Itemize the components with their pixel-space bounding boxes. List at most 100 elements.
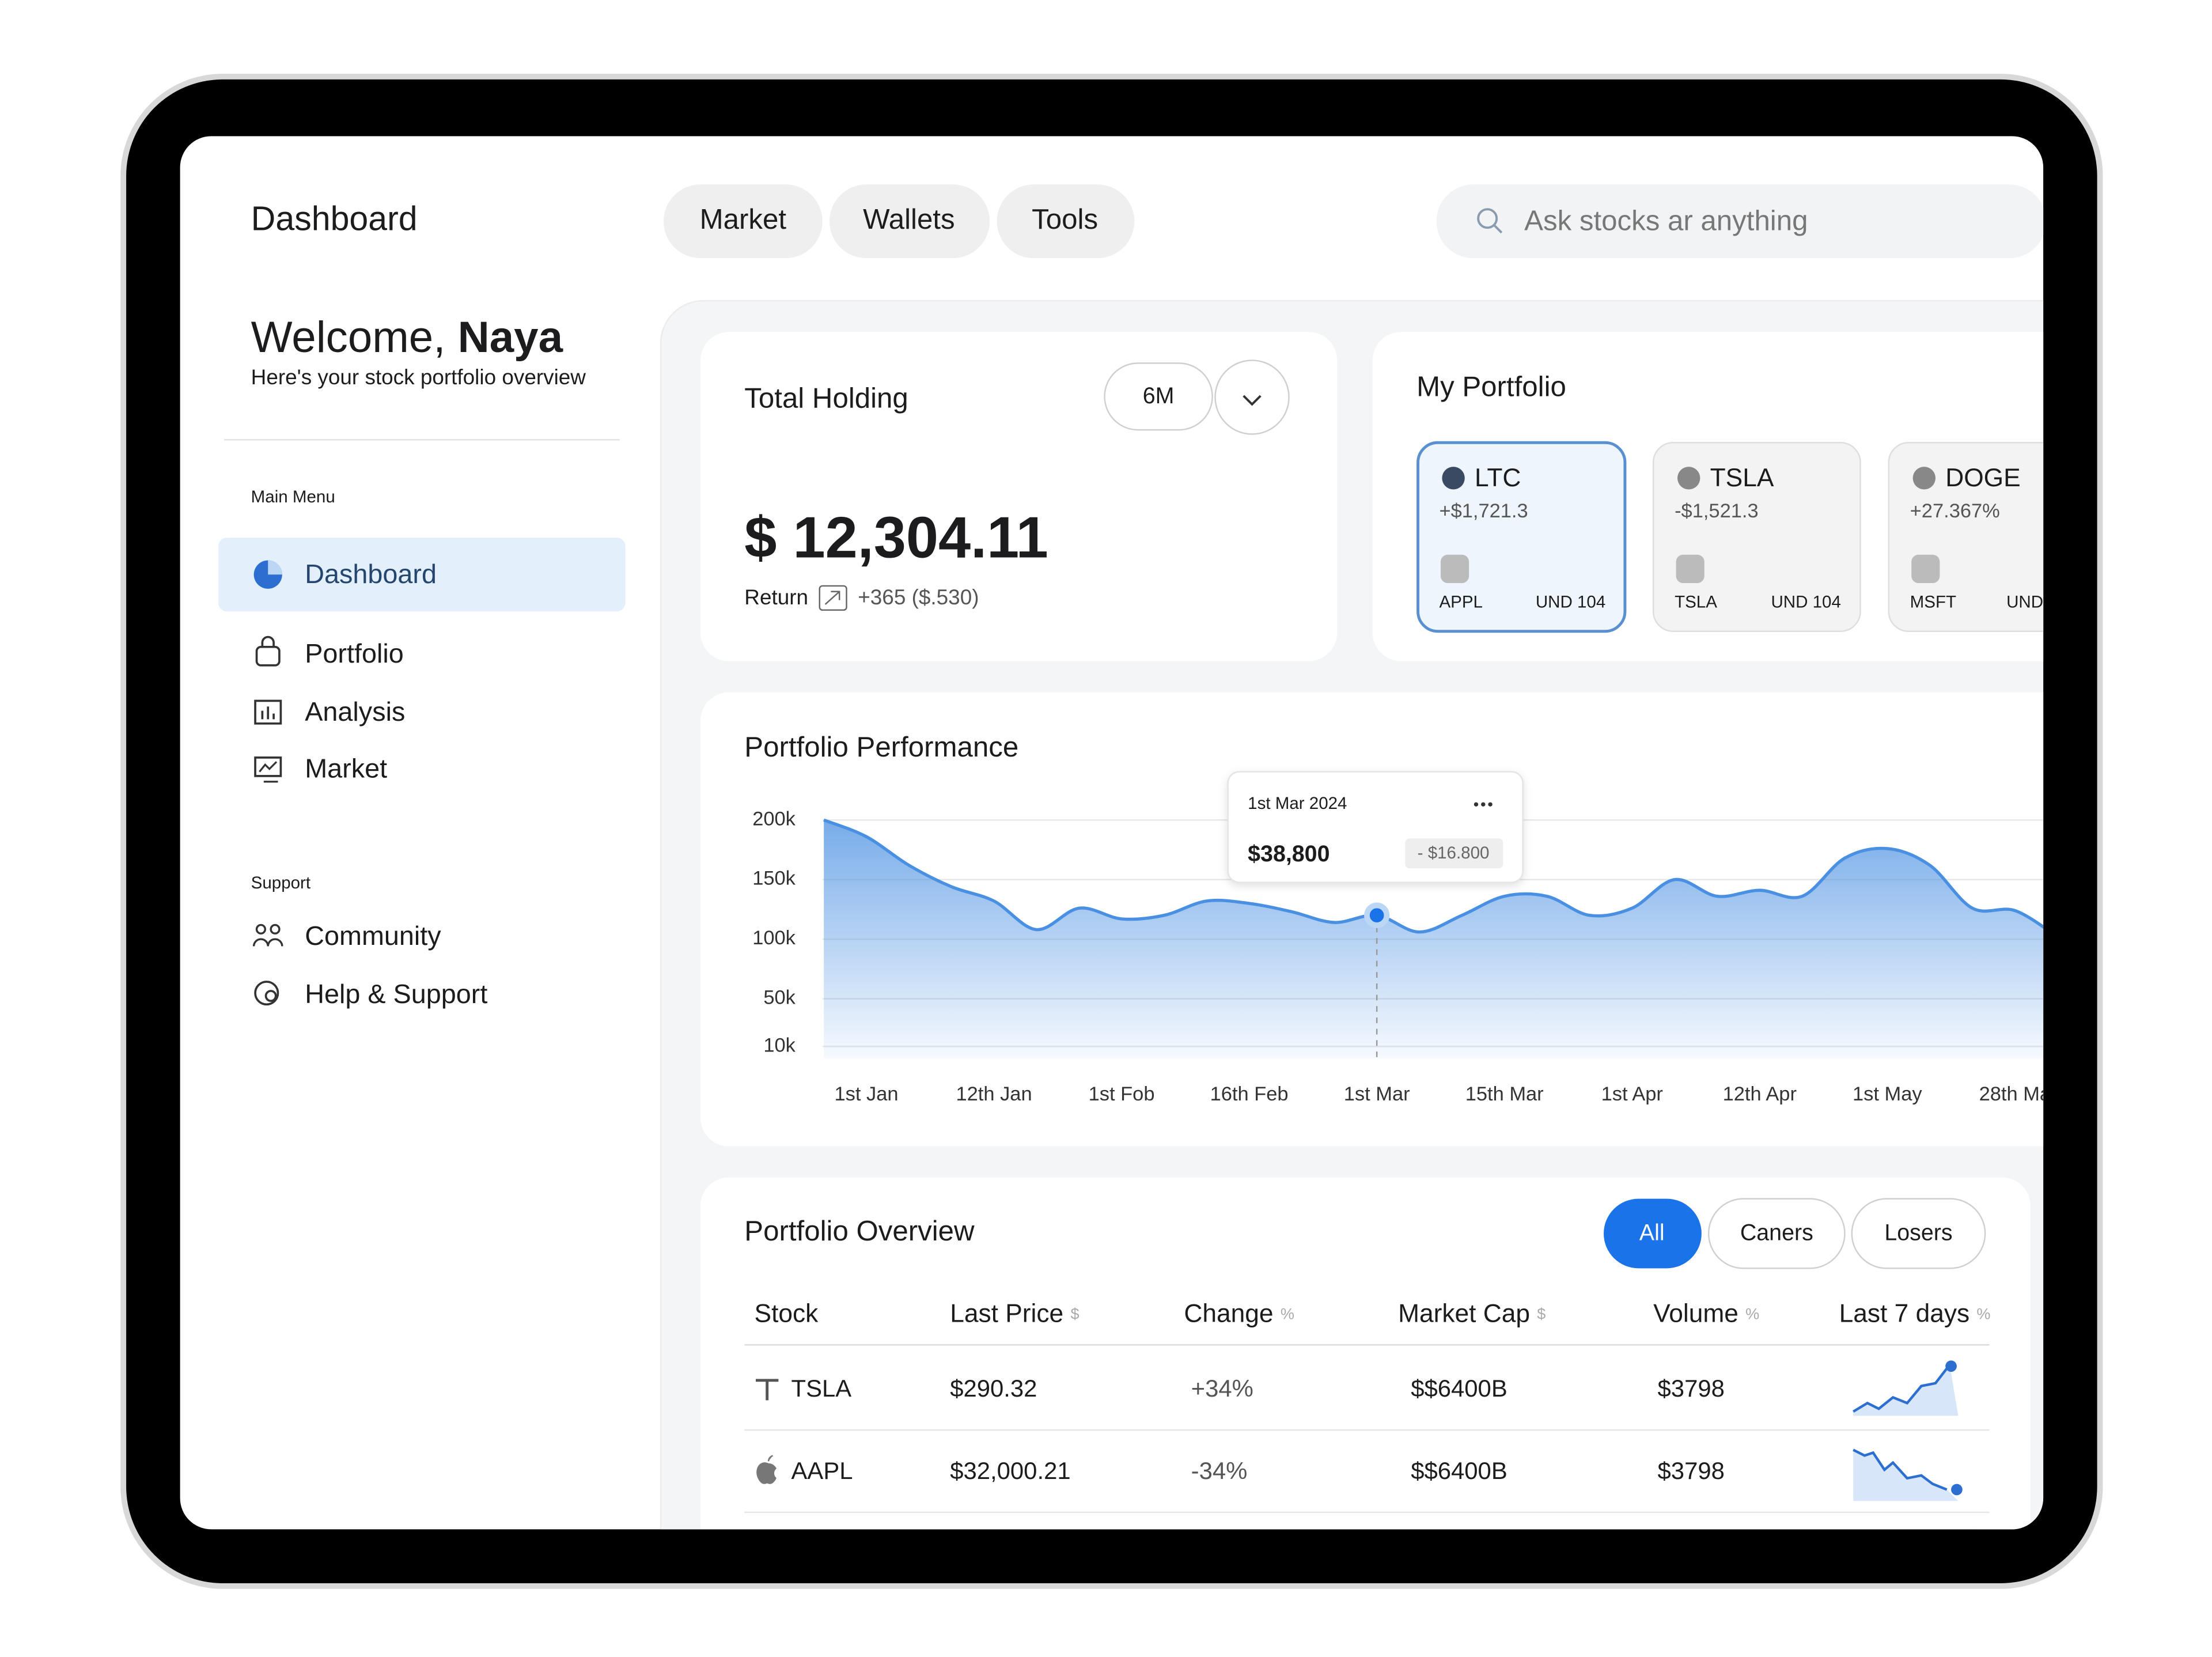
table-cell: +34% bbox=[1191, 1375, 1253, 1402]
sparkline-area bbox=[1853, 1364, 1959, 1416]
filter-label[interactable]: Caners bbox=[1740, 1220, 1813, 1246]
return-icon bbox=[819, 585, 847, 611]
column-header: Volume% bbox=[1653, 1299, 1759, 1327]
sparkline bbox=[1853, 1448, 1948, 1491]
asset-logo bbox=[1911, 554, 1940, 584]
tooltip-value: $38,800 bbox=[1248, 841, 1330, 867]
card-title: Total Holding bbox=[744, 382, 908, 414]
table-cell: $32,000.21 bbox=[950, 1457, 1070, 1484]
filter[interactable] bbox=[1707, 1198, 1846, 1269]
tab-label[interactable]: Market bbox=[700, 203, 787, 235]
menu-item[interactable]: Portfolio bbox=[305, 638, 404, 668]
x-tick-label: 1st Jan bbox=[834, 1083, 898, 1105]
section-label: Support bbox=[251, 873, 310, 892]
asset-logo bbox=[1676, 554, 1705, 584]
tab[interactable] bbox=[830, 184, 990, 259]
welcome-subtitle: Here's your stock portfolio overview bbox=[251, 365, 586, 389]
tooltip-date: 1st Mar 2024 bbox=[1248, 794, 1347, 813]
filter[interactable] bbox=[1851, 1198, 1986, 1269]
filter-label[interactable]: Losers bbox=[1884, 1220, 1952, 1246]
menu-item[interactable]: Community bbox=[305, 921, 441, 951]
welcome: Welcome, Naya bbox=[251, 313, 563, 362]
menu-item[interactable]: Help & Support bbox=[305, 979, 487, 1009]
dropdown-button[interactable] bbox=[1214, 360, 1290, 435]
tab[interactable] bbox=[997, 184, 1135, 259]
column-unit: % bbox=[1281, 1305, 1294, 1323]
period-label[interactable]: 6M bbox=[1143, 383, 1175, 408]
tooltip-badge bbox=[1405, 838, 1503, 868]
asset-name: MSFT bbox=[1910, 592, 1956, 611]
asset-change: +$1,721.3 bbox=[1439, 500, 1528, 522]
table-cell: $3798 bbox=[1658, 1457, 1725, 1484]
stock-icon bbox=[756, 1455, 777, 1484]
menu-icon bbox=[261, 635, 275, 647]
card-title: Portfolio Overview bbox=[744, 1215, 975, 1247]
portfolio-cards: LTC +$1,721.3 APPL UND 104 TSLA -$1,521.3 TSLA… bbox=[1416, 441, 2096, 633]
menu-icon bbox=[252, 938, 283, 947]
table-cell: $290.32 bbox=[950, 1375, 1037, 1402]
overview-table: Stock Last Price $ Change% Market Cap $ Volume… bbox=[755, 1299, 1991, 1484]
asset-note: UND 104 bbox=[2006, 592, 2076, 611]
coin-icon bbox=[1442, 467, 1465, 490]
table-cell: $3798 bbox=[1658, 1375, 1725, 1402]
column-unit: $ bbox=[1070, 1305, 1079, 1323]
tab-label[interactable]: Tools bbox=[1032, 203, 1098, 235]
column-header: Market Cap $ bbox=[1398, 1299, 1546, 1327]
y-tick-label: 200k bbox=[752, 808, 796, 830]
y-tick-label: 50k bbox=[763, 987, 796, 1009]
menu-icon bbox=[254, 756, 282, 777]
menu-icon bbox=[255, 924, 267, 935]
user-name: Naya bbox=[458, 313, 563, 362]
asset-symbol: LTC bbox=[1475, 464, 1521, 492]
chevron-icon bbox=[1243, 395, 1262, 406]
asset-card[interactable] bbox=[1652, 442, 1861, 632]
menu-item[interactable]: Dashboard bbox=[305, 559, 437, 589]
filter-active[interactable] bbox=[1604, 1198, 1702, 1269]
asset-card[interactable] bbox=[1888, 442, 2096, 632]
asset-symbol: TSLA bbox=[1710, 464, 1774, 492]
y-tick-label: 150k bbox=[752, 868, 796, 890]
asset-note: UND 104 bbox=[1536, 592, 1605, 611]
more-icon bbox=[1488, 802, 1493, 807]
asset-change: +27.367% bbox=[1910, 500, 2000, 522]
card-title: Portfolio Performance bbox=[744, 731, 1018, 763]
column-name: Last Price bbox=[950, 1299, 1063, 1327]
menu-icon bbox=[255, 645, 281, 667]
menu-icon bbox=[254, 699, 282, 725]
filter-label[interactable]: All bbox=[1639, 1220, 1665, 1246]
x-tick-label: 16th Feb bbox=[1210, 1083, 1289, 1105]
x-tick-label: 15th Mar bbox=[1465, 1083, 1544, 1105]
menu-icon bbox=[264, 990, 277, 1002]
tab-label[interactable]: Wallets bbox=[863, 203, 955, 235]
x-tick-label: 1st Mar bbox=[1344, 1083, 1410, 1105]
coin-icon bbox=[1912, 467, 1936, 490]
stock-icon bbox=[756, 1379, 779, 1401]
column-unit: % bbox=[1745, 1305, 1759, 1323]
column-unit: $ bbox=[1537, 1305, 1546, 1323]
x-tick-label: 28th Ma bbox=[1979, 1083, 2051, 1105]
x-tick-label: 1st Fob bbox=[1089, 1083, 1155, 1105]
return-value: +365 ($.530) bbox=[858, 585, 979, 609]
search-box[interactable] bbox=[1436, 184, 2046, 259]
period-select[interactable] bbox=[1104, 362, 1213, 431]
asset-card[interactable] bbox=[1416, 441, 1627, 633]
menu-item[interactable]: Market bbox=[305, 753, 387, 783]
column-name: Change bbox=[1184, 1299, 1273, 1327]
table-cell: $$6400B bbox=[1411, 1375, 1508, 1402]
coin-icon bbox=[1677, 467, 1700, 490]
search-placeholder[interactable]: Ask stocks ar anything bbox=[1524, 205, 1808, 237]
menu-icon bbox=[259, 761, 278, 783]
table-cell: TSLA bbox=[791, 1375, 852, 1402]
more-icon bbox=[1481, 802, 1486, 807]
menu-item[interactable]: Analysis bbox=[305, 697, 405, 727]
y-tick-label: 100k bbox=[752, 927, 796, 949]
area bbox=[824, 820, 2044, 1058]
section-label: Main Menu bbox=[251, 487, 335, 506]
tab[interactable] bbox=[664, 184, 823, 259]
sparkline-dot bbox=[1945, 1360, 1957, 1372]
menu-item-active[interactable] bbox=[218, 538, 626, 612]
y-tick-label: 10k bbox=[763, 1034, 796, 1056]
welcome-text: Welcome, bbox=[251, 313, 446, 362]
